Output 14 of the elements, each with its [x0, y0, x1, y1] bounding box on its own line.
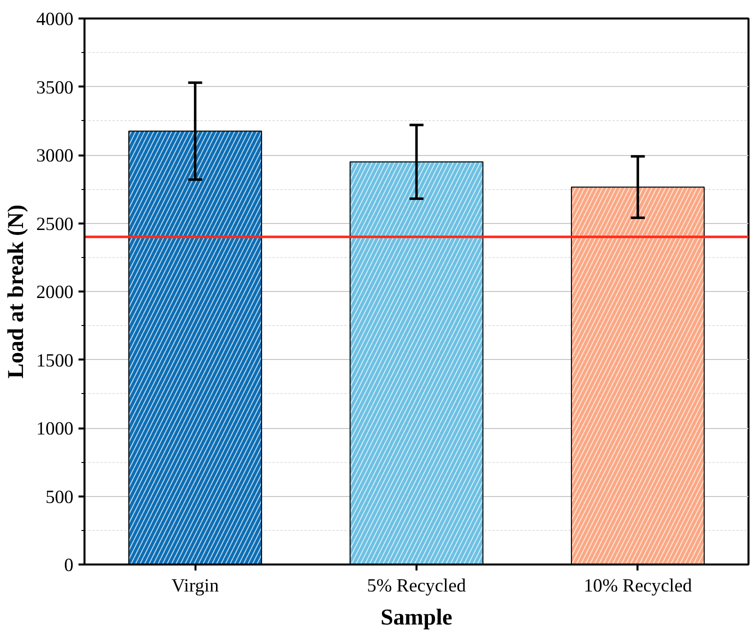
x-axis-title: Sample: [380, 604, 452, 630]
y-axis-title: Load at break (N): [3, 204, 28, 378]
y-tick-label: 3000: [36, 146, 74, 166]
x-tick-label: Virgin: [172, 576, 220, 596]
y-tick-label: 2500: [36, 214, 74, 235]
y-tick-label: 4000: [36, 9, 74, 30]
y-tick-label: 1000: [36, 418, 74, 440]
x-tick-label: 5% Recycled: [367, 576, 467, 596]
y-tick-label: 1500: [36, 350, 74, 372]
y-tick-label: 0: [64, 555, 74, 576]
x-tick-label: 10% Recycled: [584, 576, 693, 596]
y-tick-label: 2000: [36, 282, 74, 303]
y-tick-label: 3500: [36, 77, 74, 98]
y-tick-label: 500: [46, 486, 74, 508]
